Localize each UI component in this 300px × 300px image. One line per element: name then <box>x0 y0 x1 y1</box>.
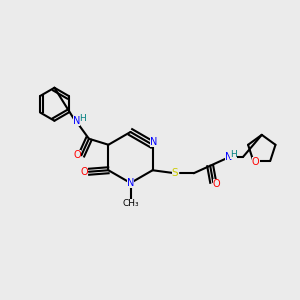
Text: N: N <box>225 152 233 162</box>
Text: S: S <box>172 168 178 178</box>
Text: N: N <box>73 116 80 126</box>
Text: O: O <box>74 150 81 160</box>
Text: N: N <box>150 137 158 147</box>
Text: O: O <box>81 167 88 177</box>
Text: H: H <box>80 114 86 123</box>
Text: CH₃: CH₃ <box>122 199 139 208</box>
Text: N: N <box>127 178 134 188</box>
Text: O: O <box>252 158 260 167</box>
Text: O: O <box>213 179 220 189</box>
Text: H: H <box>230 149 237 158</box>
